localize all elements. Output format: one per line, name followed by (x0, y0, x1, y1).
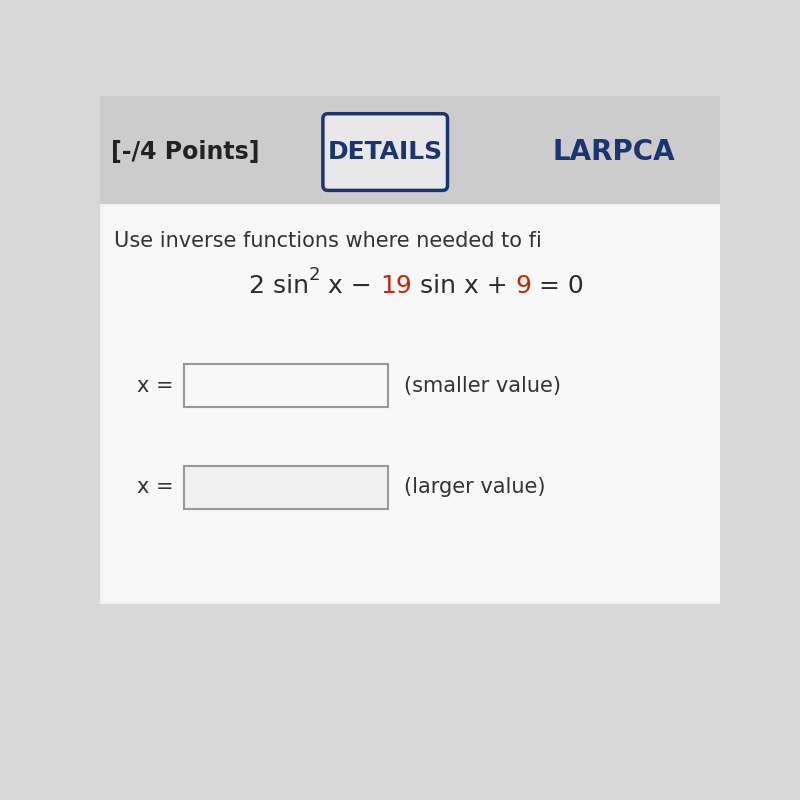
FancyBboxPatch shape (184, 364, 388, 407)
Text: LARPCA: LARPCA (553, 138, 675, 166)
Text: 9: 9 (515, 274, 531, 298)
Text: sin x +: sin x + (412, 274, 515, 298)
Text: [-/4 Points]: [-/4 Points] (111, 140, 260, 164)
Text: DETAILS: DETAILS (328, 140, 442, 164)
Text: (smaller value): (smaller value) (404, 375, 561, 395)
Text: 2: 2 (309, 266, 320, 283)
Bar (100, 204, 751, 604)
Text: x =: x = (138, 477, 174, 497)
Text: x −: x − (320, 274, 380, 298)
Bar (100, 204, 720, 207)
Bar (103, 207, 748, 601)
Text: 19: 19 (380, 274, 412, 298)
FancyBboxPatch shape (184, 466, 388, 509)
Text: = 0: = 0 (531, 274, 584, 298)
Text: Use inverse functions where needed to fi: Use inverse functions where needed to fi (114, 230, 542, 250)
FancyBboxPatch shape (323, 114, 447, 190)
Bar (100, 96, 720, 204)
Text: 2 sin: 2 sin (249, 274, 309, 298)
Text: (larger value): (larger value) (404, 477, 546, 497)
Text: x =: x = (138, 375, 174, 395)
Bar (100, 96, 720, 114)
